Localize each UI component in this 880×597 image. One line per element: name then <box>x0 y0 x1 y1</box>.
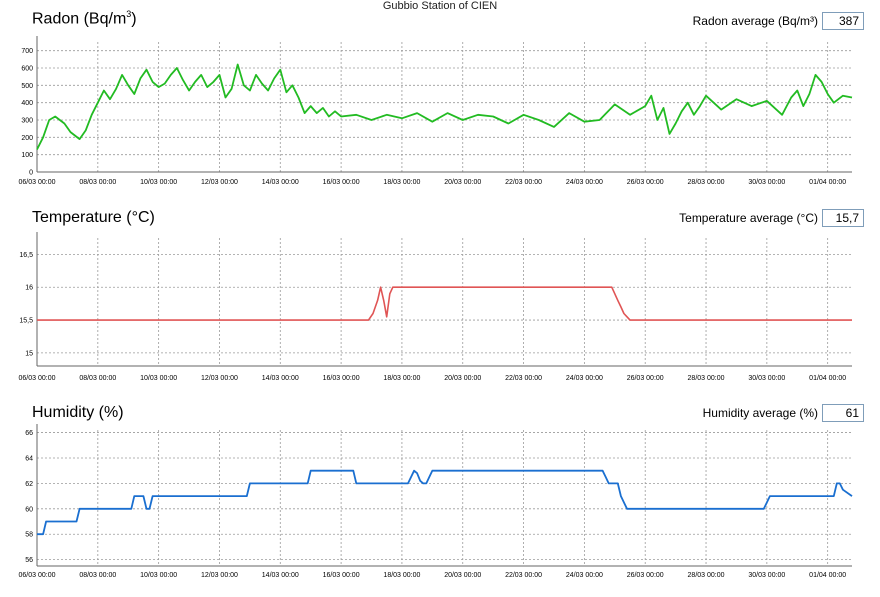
humidity-x-tick-label: 01/04 00:00 <box>809 572 846 579</box>
radon-chart: 0 100 200 300 400 500 600 700 06/03 00:00 08/03 0… <box>19 36 853 186</box>
temperature-x-tick-label: 14/03 00:00 <box>262 375 299 382</box>
temperature-x-tick-label: 01/04 00:00 <box>809 375 846 382</box>
temperature-average-field[interactable]: 15,7 <box>822 209 864 227</box>
humidity-y-tick-label: 64 <box>25 455 33 462</box>
humidity-x-tick-label: 28/03 00:00 <box>688 572 725 579</box>
humidity-y-tick-label: 60 <box>25 506 33 513</box>
humidity-x-tick-label: 22/03 00:00 <box>505 572 542 579</box>
humidity-average-label: Humidity average (%) <box>702 406 818 420</box>
humidity-series-line <box>37 469 853 536</box>
humidity-x-tick-label: 14/03 00:00 <box>262 572 299 579</box>
temperature-x-tick-label: 18/03 00:00 <box>383 375 420 382</box>
humidity-y-tick-label: 56 <box>25 557 33 564</box>
radon-x-tick-label: 16/03 00:00 <box>323 179 360 186</box>
radon-y-tick-label: 100 <box>21 152 33 159</box>
humidity-x-tick-label: 20/03 00:00 <box>444 572 481 579</box>
humidity-title-text: Humidity (%) <box>32 404 124 421</box>
temperature-y-tick-label: 15 <box>25 350 33 357</box>
radon-y-tick-label: 700 <box>21 48 33 55</box>
radon-average-field[interactable]: 387 <box>822 12 864 30</box>
temperature-x-tick-label: 16/03 00:00 <box>323 375 360 382</box>
radon-y-tick-label: 200 <box>21 135 33 142</box>
temperature-chart: 15 15,5 16 16,5 06/03 00:00 08/03 00:00 10/03 … <box>19 232 852 382</box>
radon-x-tick-label: 24/03 00:00 <box>566 179 603 186</box>
radon-y-tick-label: 400 <box>21 100 33 107</box>
temperature-title-text: Temperature (°C) <box>32 209 155 226</box>
temperature-average-label: Temperature average (°C) <box>679 211 818 225</box>
radon-x-tick-label: 10/03 00:00 <box>140 179 177 186</box>
radon-x-tick-label: 14/03 00:00 <box>262 179 299 186</box>
humidity-x-tick-label: 12/03 00:00 <box>201 572 238 579</box>
radon-title-end: ) <box>131 10 137 28</box>
humidity-x-tick-label: 06/03 00:00 <box>19 572 56 579</box>
humidity-x-tick-label: 08/03 00:00 <box>79 572 116 579</box>
radon-y-tick-label: 0 <box>29 170 33 177</box>
radon-x-tick-label: 22/03 00:00 <box>505 179 542 186</box>
humidity-x-tick-label: 16/03 00:00 <box>323 572 360 579</box>
humidity-panel-title: Humidity (%) <box>32 404 124 422</box>
temperature-x-tick-label: 06/03 00:00 <box>19 375 56 382</box>
temperature-y-tick-label: 16,5 <box>19 252 33 259</box>
radon-x-tick-label: 20/03 00:00 <box>444 179 481 186</box>
radon-average-label: Radon average (Bq/m³) <box>692 14 818 28</box>
humidity-x-tick-label: 30/03 00:00 <box>748 572 785 579</box>
temperature-panel-title: Temperature (°C) <box>32 209 155 227</box>
radon-y-tick-label: 600 <box>21 66 33 73</box>
radon-title-text: Radon (Bq/m <box>32 10 127 28</box>
humidity-x-tick-label: 10/03 00:00 <box>140 572 177 579</box>
radon-series-line <box>36 63 853 150</box>
temperature-x-tick-label: 10/03 00:00 <box>140 375 177 382</box>
radon-title-sup: 3 <box>126 9 132 19</box>
radon-x-tick-label: 01/04 00:00 <box>809 179 846 186</box>
temperature-x-tick-label: 28/03 00:00 <box>688 375 725 382</box>
temperature-x-tick-label: 22/03 00:00 <box>505 375 542 382</box>
radon-x-tick-label: 12/03 00:00 <box>201 179 238 186</box>
radon-x-tick-label: 28/03 00:00 <box>688 179 725 186</box>
humidity-y-tick-label: 58 <box>25 532 33 539</box>
temperature-x-tick-label: 12/03 00:00 <box>201 375 238 382</box>
temperature-x-tick-label: 20/03 00:00 <box>444 375 481 382</box>
temperature-y-tick-label: 15,5 <box>19 318 33 325</box>
humidity-x-tick-label: 24/03 00:00 <box>566 572 603 579</box>
temperature-x-tick-label: 08/03 00:00 <box>79 375 116 382</box>
temperature-x-tick-label: 26/03 00:00 <box>627 375 664 382</box>
radon-x-tick-label: 18/03 00:00 <box>383 179 420 186</box>
temperature-series-line <box>37 286 852 321</box>
radon-x-tick-label: 06/03 00:00 <box>19 179 56 186</box>
radon-x-tick-label: 26/03 00:00 <box>627 179 664 186</box>
radon-x-tick-label: 30/03 00:00 <box>748 179 785 186</box>
humidity-x-tick-label: 18/03 00:00 <box>383 572 420 579</box>
temperature-x-tick-label: 30/03 00:00 <box>748 375 785 382</box>
radon-y-tick-label: 300 <box>21 118 33 125</box>
radon-y-tick-label: 500 <box>21 83 33 90</box>
humidity-y-tick-label: 62 <box>25 481 33 488</box>
radon-x-tick-label: 08/03 00:00 <box>79 179 116 186</box>
radon-panel-title: Radon (Bq/m3) <box>32 9 137 28</box>
chart-main-title: Gubbio Station of CIEN <box>382 0 498 12</box>
temperature-y-tick-label: 16 <box>25 285 33 292</box>
humidity-x-tick-label: 26/03 00:00 <box>627 572 664 579</box>
temperature-x-tick-label: 24/03 00:00 <box>566 375 603 382</box>
humidity-average-field[interactable]: 61 <box>822 404 864 422</box>
humidity-y-tick-label: 66 <box>25 430 33 437</box>
